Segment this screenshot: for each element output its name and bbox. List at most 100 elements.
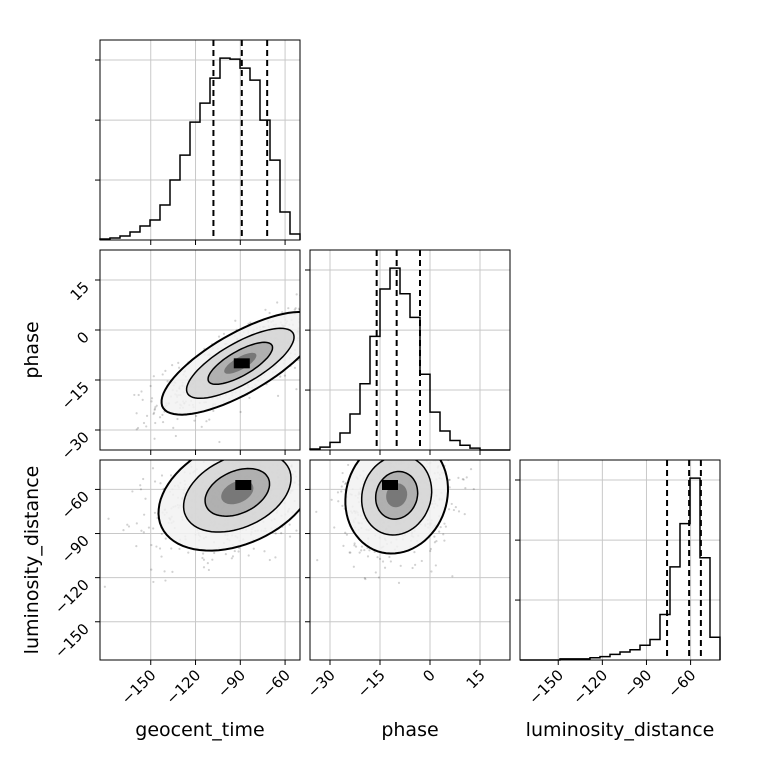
scatter-point	[274, 532, 277, 535]
scatter-point	[213, 551, 216, 555]
scatter-point	[337, 500, 340, 503]
histogram-panel-luminosity_distance	[515, 459, 721, 661]
scatter-point	[159, 482, 162, 485]
scatter-point	[463, 513, 466, 516]
density-peak	[235, 480, 252, 490]
scatter-point	[281, 311, 284, 314]
scatter-point	[230, 557, 233, 560]
scatter-point	[160, 555, 163, 558]
scatter-point	[330, 498, 333, 501]
scatter-point	[127, 525, 131, 528]
panel-frame	[519, 459, 721, 661]
scatter-point	[149, 384, 152, 388]
density-peak	[233, 358, 250, 369]
density-peak	[382, 480, 398, 490]
x-axis-label-geocent-time: geocent_time	[135, 719, 264, 741]
scatter-point	[205, 420, 208, 423]
scatter-point	[439, 526, 442, 529]
scatter-point	[464, 486, 467, 490]
scatter-point	[103, 585, 106, 588]
scatter-point	[144, 497, 147, 500]
scatter-point	[377, 576, 381, 579]
scatter-point	[288, 535, 292, 538]
scatter-point	[340, 485, 343, 488]
scatter-point	[345, 533, 349, 536]
scatter-point	[150, 543, 153, 547]
scatter-point	[349, 551, 352, 554]
histogram-panel-geocent_time	[95, 39, 301, 241]
scatter-point	[363, 577, 366, 580]
joint-panel-geocent_time-phase	[99, 249, 301, 451]
scatter-point	[155, 545, 158, 548]
scatter-point	[442, 533, 445, 536]
scatter-point	[153, 480, 157, 483]
scatter-point	[268, 311, 271, 315]
scatter-point	[378, 557, 382, 560]
scatter-point	[457, 476, 460, 479]
scatter-point	[126, 523, 129, 526]
scatter-point	[166, 380, 169, 383]
scatter-point	[150, 568, 153, 571]
scatter-point	[195, 414, 198, 418]
scatter-point	[295, 529, 298, 532]
scatter-point	[399, 564, 402, 567]
panel-frame	[309, 459, 511, 661]
histogram-step-line	[309, 267, 510, 451]
histogram-step-line	[520, 477, 721, 661]
histogram-step-line	[99, 57, 301, 240]
scatter-point	[177, 361, 180, 364]
scatter-point	[187, 551, 190, 554]
scatter-point	[438, 530, 441, 533]
scatter-point	[153, 407, 157, 410]
scatter-point	[264, 308, 267, 311]
scatter-point	[160, 532, 163, 536]
scatter-point	[448, 508, 451, 511]
scatter-point	[141, 398, 144, 401]
scatter-point	[139, 484, 142, 487]
scatter-point	[347, 463, 350, 467]
scatter-point	[207, 568, 210, 572]
scatter-point	[249, 321, 252, 324]
scatter-point	[154, 421, 157, 425]
scatter-point	[202, 566, 206, 569]
scatter-point	[170, 547, 173, 550]
scatter-point	[142, 421, 146, 425]
y-axis-label-phase: phase	[21, 321, 43, 378]
scatter-point	[135, 412, 138, 415]
scatter-point	[164, 579, 167, 582]
scatter-point	[450, 502, 453, 506]
scatter-point	[171, 364, 174, 367]
scatter-point	[381, 560, 385, 563]
scatter-point	[193, 419, 196, 422]
scatter-point	[135, 428, 138, 431]
scatter-point	[443, 522, 446, 525]
scatter-point	[472, 487, 475, 491]
scatter-point	[283, 374, 287, 377]
scatter-point	[122, 529, 125, 532]
scatter-point	[280, 532, 283, 535]
scatter-point	[136, 426, 140, 430]
scatter-point	[397, 581, 401, 584]
scatter-point	[135, 545, 138, 548]
scatter-point	[231, 555, 235, 558]
scatter-point	[152, 412, 155, 416]
panel-frame	[309, 249, 511, 451]
scatter-point	[469, 468, 473, 471]
scatter-point	[139, 488, 143, 491]
scatter-point	[294, 307, 297, 310]
scatter-point	[389, 560, 392, 563]
scatter-point	[234, 319, 237, 322]
scatter-point	[152, 411, 156, 414]
scatter-point	[153, 408, 156, 411]
scatter-point	[164, 537, 167, 540]
scatter-point	[354, 545, 358, 548]
scatter-point	[297, 307, 300, 310]
scatter-point	[174, 434, 177, 438]
scatter-point	[429, 549, 432, 553]
scatter-point	[457, 510, 461, 513]
scatter-point	[164, 369, 167, 372]
scatter-point	[201, 552, 205, 555]
scatter-point	[333, 526, 336, 529]
scatter-point	[342, 544, 345, 548]
scatter-point	[344, 481, 348, 484]
